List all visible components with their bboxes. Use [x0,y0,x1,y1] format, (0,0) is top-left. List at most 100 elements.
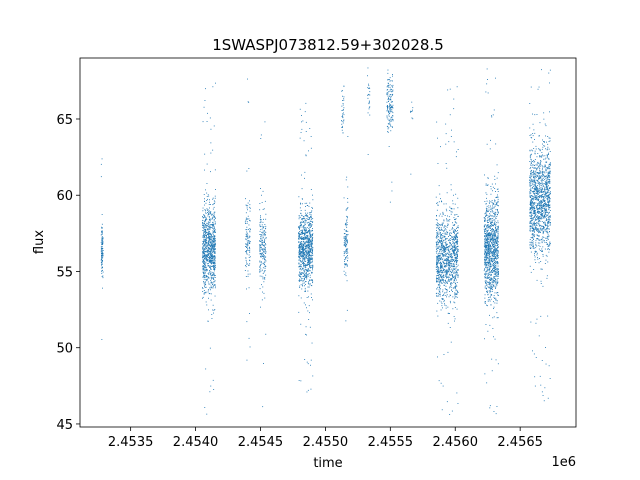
data-point [497,241,499,242]
data-point [299,234,301,236]
data-point [259,246,261,248]
data-point [204,407,206,408]
data-point [445,274,447,275]
data-point [386,106,388,107]
data-point [535,182,537,183]
data-point [305,281,307,282]
data-point [450,284,452,286]
data-point [439,283,441,285]
data-point [262,252,263,254]
data-point [304,177,305,179]
data-point [312,228,313,229]
data-point [303,264,305,266]
data-point [439,239,440,241]
data-point [100,251,102,253]
data-point [455,294,457,296]
data-point [485,248,487,250]
data-point [311,225,312,227]
data-point [392,89,394,91]
data-point [300,297,302,299]
data-point [446,226,448,228]
data-point [263,363,264,364]
data-point [346,241,348,242]
data-point [488,256,490,258]
data-point [214,246,216,247]
data-point [202,225,203,226]
data-point [441,264,443,266]
data-point [484,245,486,247]
data-point [204,265,206,267]
data-point [298,295,300,297]
data-point [439,229,440,230]
data-point [387,82,389,84]
data-point [487,253,489,255]
data-point [204,269,206,271]
data-point [304,246,306,248]
data-point [449,254,450,256]
data-point [496,268,498,270]
data-point [389,106,390,108]
data-point [262,236,264,238]
data-point [345,229,347,231]
data-point [248,264,249,266]
data-point [491,233,493,235]
data-point [307,247,309,248]
data-point [486,262,488,263]
data-point [492,245,493,247]
data-point [441,302,443,304]
data-point [209,239,211,240]
data-point [263,292,265,294]
data-point [208,213,209,215]
data-point [203,259,205,261]
data-point [439,271,441,273]
data-point [440,276,442,278]
data-point [445,249,447,250]
data-point [305,284,306,285]
data-point [493,254,495,256]
data-point [489,200,490,202]
data-point [494,245,496,247]
data-point [298,233,300,234]
data-point [445,208,447,210]
data-point [443,220,445,222]
data-point [305,256,307,258]
data-point [345,275,347,277]
data-point [343,119,345,121]
data-point [390,104,392,106]
data-point [487,177,489,179]
data-point [209,207,210,209]
data-point [209,252,211,254]
data-point [306,257,307,259]
data-point [495,244,496,246]
data-point [309,276,311,278]
data-point [259,271,261,273]
data-point [213,228,215,230]
data-point [543,216,545,217]
data-point [489,278,490,280]
data-point [495,227,497,229]
data-point [308,244,310,246]
data-point [206,256,208,257]
data-point [497,250,499,252]
data-point [496,283,498,285]
data-point [436,257,438,259]
data-point [206,260,208,262]
data-point [445,307,447,309]
data-point [494,302,496,304]
data-point [484,245,486,247]
data-point [245,217,247,219]
data-point [445,248,447,250]
data-point [307,215,309,217]
data-point [264,270,266,272]
data-point [211,258,213,260]
data-point [535,186,537,188]
data-point [306,232,308,234]
data-point [495,253,496,255]
data-point [101,232,103,234]
data-point [491,274,492,276]
data-point [301,251,303,253]
data-point [308,254,310,255]
data-point [214,197,216,199]
data-point [497,228,499,230]
data-point [454,203,456,205]
